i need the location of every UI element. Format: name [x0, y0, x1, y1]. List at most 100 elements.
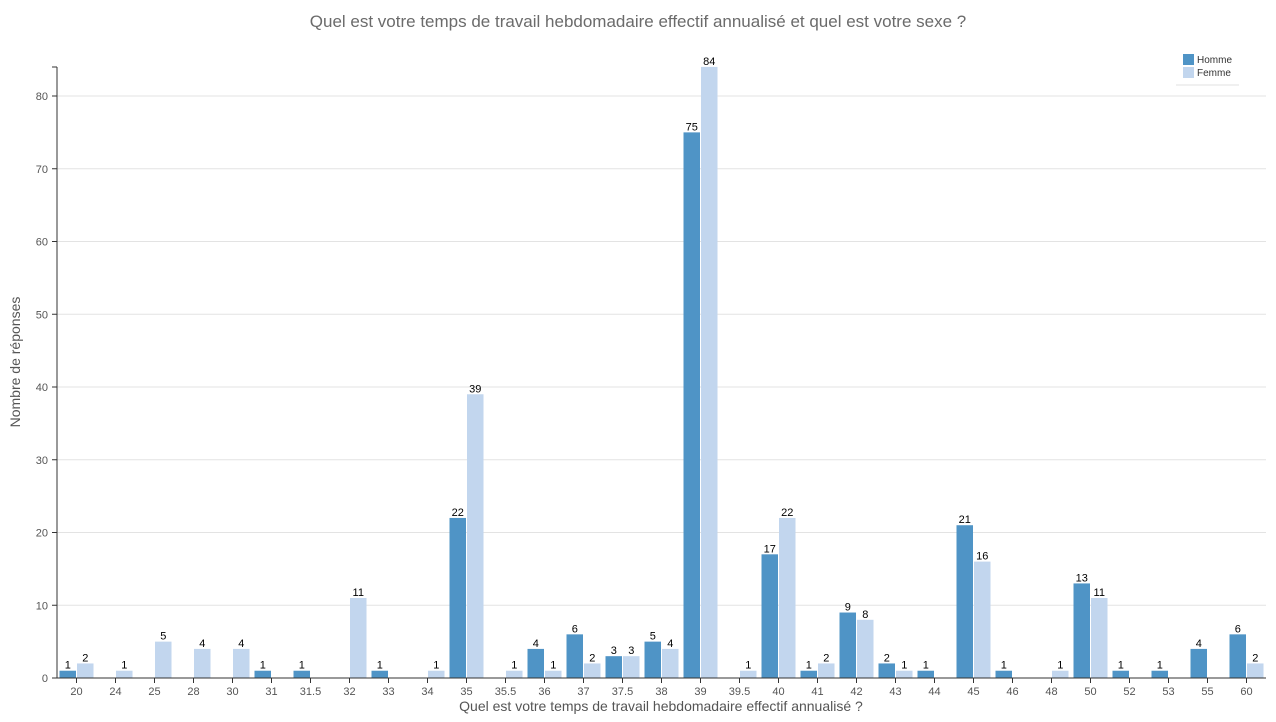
data-label-femme: 5: [160, 631, 166, 643]
data-label-homme: 4: [533, 638, 539, 650]
data-label-femme: 11: [353, 587, 364, 599]
x-tick-label: 31: [265, 686, 277, 698]
x-tick-label: 20: [70, 686, 82, 698]
bar-femme: [896, 670, 913, 678]
data-label-femme: 16: [976, 551, 988, 563]
x-tick-label: 50: [1084, 686, 1096, 698]
data-label-femme: 1: [511, 660, 517, 672]
bar-femme: [545, 670, 562, 678]
data-label-femme: 1: [550, 660, 556, 672]
bar-femme: [194, 648, 211, 678]
y-tick-label: 80: [36, 91, 48, 103]
data-label-homme: 6: [572, 623, 578, 635]
bar-femme: [623, 656, 640, 678]
bar-homme: [605, 656, 622, 678]
bar-homme: [878, 663, 895, 678]
data-label-femme: 22: [781, 507, 793, 519]
x-tick-label: 53: [1162, 686, 1174, 698]
data-label-homme: 75: [686, 121, 698, 133]
bar-homme: [527, 648, 544, 678]
x-tick-label: 52: [1123, 686, 1135, 698]
bar-femme: [1052, 670, 1069, 678]
x-tick-label: 39.5: [729, 686, 750, 698]
x-tick-label: 24: [109, 686, 121, 698]
legend-swatch-femme: [1183, 67, 1194, 78]
bar-homme: [1112, 670, 1129, 678]
x-tick-label: 35.5: [495, 686, 516, 698]
bar-femme: [740, 670, 757, 678]
data-label-homme: 1: [806, 660, 812, 672]
data-label-homme: 2: [884, 652, 890, 664]
x-tick-label: 42: [850, 686, 862, 698]
x-tick-label: 45: [967, 686, 979, 698]
data-label-femme: 1: [745, 660, 751, 672]
x-tick-label: 32: [343, 686, 355, 698]
x-tick-label: 28: [187, 686, 199, 698]
bar-femme: [662, 648, 679, 678]
y-tick-label: 40: [36, 382, 48, 394]
bar-femme: [506, 670, 523, 678]
bar-femme: [233, 648, 250, 678]
x-axis-title: Quel est votre temps de travail hebdomad…: [459, 698, 863, 714]
x-tick-label: 39: [694, 686, 706, 698]
data-label-homme: 1: [1118, 660, 1124, 672]
x-tick-label: 38: [655, 686, 667, 698]
data-label-homme: 4: [1196, 638, 1202, 650]
bar-homme: [800, 670, 817, 678]
legend-label-femme: Femme: [1197, 68, 1231, 79]
bar-femme: [467, 394, 484, 678]
x-tick-label: 55: [1201, 686, 1213, 698]
bar-homme: [1073, 583, 1090, 678]
x-tick-label: 44: [928, 686, 940, 698]
bar-femme: [779, 517, 796, 678]
data-label-homme: 17: [764, 543, 776, 555]
x-tick-label: 60: [1240, 686, 1252, 698]
data-label-femme: 2: [1252, 652, 1258, 664]
bar-femme: [1247, 663, 1264, 678]
bar-femme: [116, 670, 133, 678]
legend[interactable]: Homme Femme: [1176, 54, 1239, 86]
data-label-femme: 1: [121, 660, 127, 672]
bar-femme: [1091, 597, 1108, 678]
x-tick-label: 33: [382, 686, 394, 698]
data-label-homme: 21: [959, 514, 971, 526]
bar-homme: [293, 670, 310, 678]
data-label-femme: 1: [433, 660, 439, 672]
y-axis-title: Nombre de réponses: [7, 297, 23, 428]
x-tick-label: 37: [577, 686, 589, 698]
data-label-femme: 4: [667, 638, 673, 650]
x-tick-label: 46: [1006, 686, 1018, 698]
data-label-femme: 2: [589, 652, 595, 664]
bar-homme: [1151, 670, 1168, 678]
data-label-homme: 22: [452, 507, 464, 519]
bar-homme: [956, 525, 973, 678]
bar-homme: [449, 517, 466, 678]
bars: [59, 66, 1264, 678]
x-tick-label: 30: [226, 686, 238, 698]
y-tick-label: 60: [36, 237, 48, 249]
bar-homme: [839, 612, 856, 678]
x-tick-label: 25: [148, 686, 160, 698]
data-label-homme: 9: [845, 602, 851, 614]
data-label-homme: 1: [299, 660, 305, 672]
bar-homme: [254, 670, 271, 678]
data-label-femme: 1: [1057, 660, 1063, 672]
y-tick-label: 0: [42, 673, 48, 685]
data-label-homme: 1: [923, 660, 929, 672]
data-label-homme: 1: [260, 660, 266, 672]
y-tick-label: 10: [36, 600, 48, 612]
bar-femme: [974, 561, 991, 678]
x-tick-label: 34: [421, 686, 433, 698]
data-label-homme: 1: [377, 660, 383, 672]
bar-homme: [566, 634, 583, 678]
bar-femme: [77, 663, 94, 678]
data-label-femme: 11: [1094, 587, 1105, 599]
bar-homme: [644, 641, 661, 678]
bar-femme: [584, 663, 601, 678]
data-label-homme: 3: [611, 645, 617, 657]
bar-femme: [857, 619, 874, 678]
data-label-femme: 1: [901, 660, 907, 672]
bar-femme: [428, 670, 445, 678]
